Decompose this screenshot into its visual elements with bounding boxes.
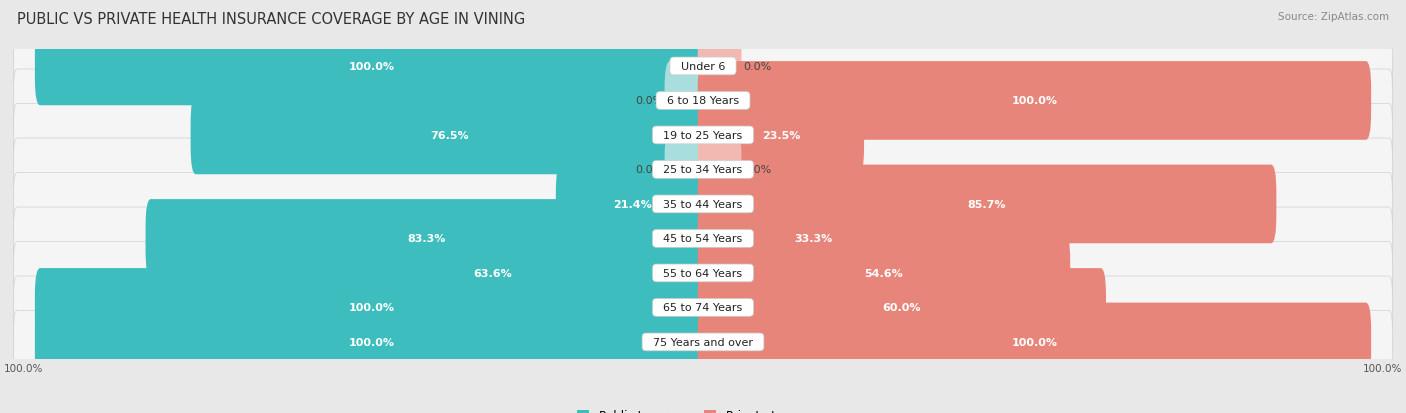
Text: 21.4%: 21.4%	[613, 199, 651, 209]
Text: 83.3%: 83.3%	[408, 234, 446, 244]
Text: 63.6%: 63.6%	[472, 268, 512, 278]
FancyBboxPatch shape	[276, 234, 709, 313]
Text: 0.0%: 0.0%	[742, 62, 770, 72]
Text: 75 Years and over: 75 Years and over	[645, 337, 761, 347]
FancyBboxPatch shape	[697, 165, 1277, 244]
FancyBboxPatch shape	[555, 165, 709, 244]
Text: 85.7%: 85.7%	[967, 199, 1007, 209]
FancyBboxPatch shape	[14, 70, 1392, 133]
Text: 0.0%: 0.0%	[742, 165, 770, 175]
Text: 65 to 74 Years: 65 to 74 Years	[657, 303, 749, 313]
FancyBboxPatch shape	[697, 28, 741, 106]
Text: 45 to 54 Years: 45 to 54 Years	[657, 234, 749, 244]
Legend: Public Insurance, Private Insurance: Public Insurance, Private Insurance	[578, 408, 828, 413]
Text: 6 to 18 Years: 6 to 18 Years	[659, 96, 747, 106]
FancyBboxPatch shape	[14, 276, 1392, 339]
FancyBboxPatch shape	[697, 62, 1371, 140]
FancyBboxPatch shape	[697, 268, 1107, 347]
FancyBboxPatch shape	[697, 96, 865, 175]
FancyBboxPatch shape	[14, 139, 1392, 202]
Text: 100.0%: 100.0%	[349, 303, 395, 313]
Text: 55 to 64 Years: 55 to 64 Years	[657, 268, 749, 278]
Text: 100.0%: 100.0%	[349, 337, 395, 347]
Text: 54.6%: 54.6%	[865, 268, 903, 278]
Text: 100.0%: 100.0%	[1011, 96, 1057, 106]
FancyBboxPatch shape	[697, 303, 1371, 381]
FancyBboxPatch shape	[146, 199, 709, 278]
FancyBboxPatch shape	[697, 234, 1070, 313]
Text: 19 to 25 Years: 19 to 25 Years	[657, 131, 749, 140]
Text: 23.5%: 23.5%	[762, 131, 800, 140]
FancyBboxPatch shape	[14, 242, 1392, 305]
FancyBboxPatch shape	[35, 28, 709, 106]
Text: Source: ZipAtlas.com: Source: ZipAtlas.com	[1278, 12, 1389, 22]
FancyBboxPatch shape	[14, 173, 1392, 236]
Text: 100.0%: 100.0%	[349, 62, 395, 72]
Text: 0.0%: 0.0%	[636, 96, 664, 106]
FancyBboxPatch shape	[35, 268, 709, 347]
FancyBboxPatch shape	[35, 303, 709, 381]
FancyBboxPatch shape	[14, 36, 1392, 98]
FancyBboxPatch shape	[14, 311, 1392, 373]
FancyBboxPatch shape	[697, 131, 741, 209]
FancyBboxPatch shape	[697, 199, 929, 278]
Text: 35 to 44 Years: 35 to 44 Years	[657, 199, 749, 209]
Text: 76.5%: 76.5%	[430, 131, 468, 140]
FancyBboxPatch shape	[665, 62, 709, 140]
Text: 100.0%: 100.0%	[1011, 337, 1057, 347]
FancyBboxPatch shape	[14, 208, 1392, 270]
Text: 33.3%: 33.3%	[794, 234, 832, 244]
Text: PUBLIC VS PRIVATE HEALTH INSURANCE COVERAGE BY AGE IN VINING: PUBLIC VS PRIVATE HEALTH INSURANCE COVER…	[17, 12, 524, 27]
FancyBboxPatch shape	[191, 96, 709, 175]
FancyBboxPatch shape	[665, 131, 709, 209]
FancyBboxPatch shape	[14, 104, 1392, 167]
Text: 60.0%: 60.0%	[883, 303, 921, 313]
Text: 0.0%: 0.0%	[636, 165, 664, 175]
Text: Under 6: Under 6	[673, 62, 733, 72]
Text: 25 to 34 Years: 25 to 34 Years	[657, 165, 749, 175]
